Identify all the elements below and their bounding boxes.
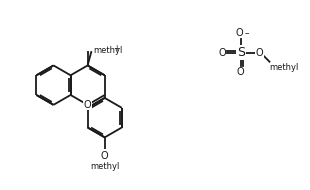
Text: –: – xyxy=(245,29,249,38)
Text: O: O xyxy=(237,67,245,77)
Text: O: O xyxy=(101,151,108,161)
Text: methyl: methyl xyxy=(90,162,119,171)
Text: O: O xyxy=(218,48,226,58)
Text: methyl: methyl xyxy=(93,46,123,55)
Text: S: S xyxy=(237,46,245,59)
Text: +: + xyxy=(113,44,120,53)
Text: O: O xyxy=(236,28,244,38)
Text: methyl: methyl xyxy=(269,63,299,72)
Text: O: O xyxy=(255,48,263,58)
Text: O: O xyxy=(84,100,91,110)
